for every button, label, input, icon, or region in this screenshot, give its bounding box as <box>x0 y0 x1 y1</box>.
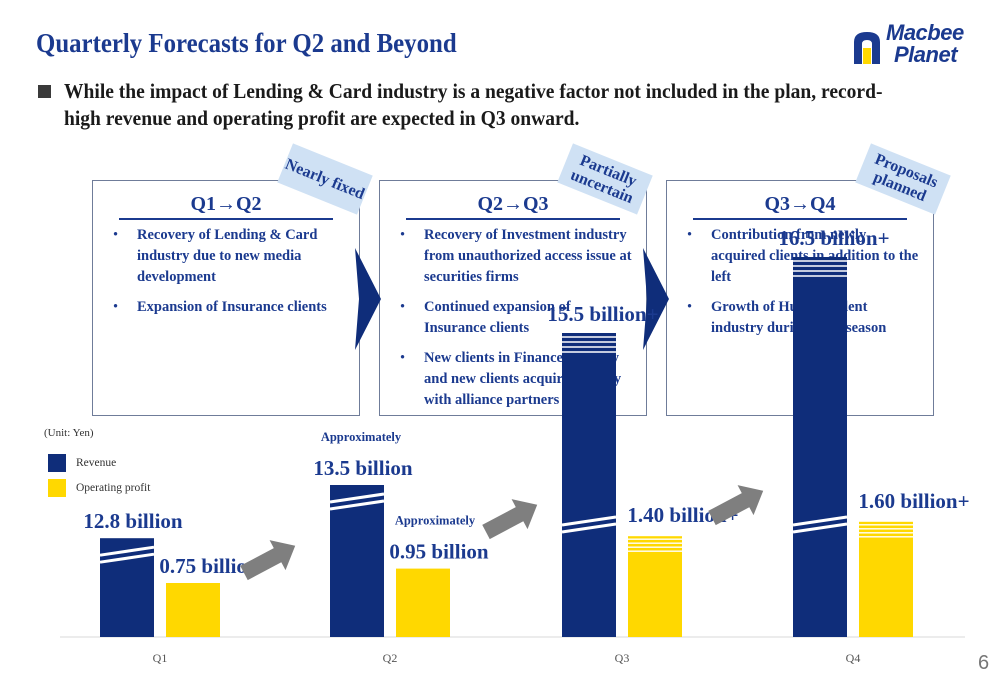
bar-break-mark <box>561 515 617 527</box>
data-label-profit: 0.95 billion <box>389 540 489 564</box>
bar-revenue <box>330 485 384 637</box>
tick-label: Q2 <box>383 651 398 665</box>
bar-break-mark <box>792 515 848 527</box>
legend-swatch-profit <box>48 479 66 497</box>
data-label-revenue: 12.8 billion <box>83 509 183 533</box>
bar-break-mark <box>792 522 848 534</box>
bar-break-mark <box>329 499 385 511</box>
growth-arrow-icon <box>708 485 764 526</box>
slide-title: Quarterly Forecasts for Q2 and Beyond <box>36 28 457 58</box>
box-q1-q2: Q1→Q2 Recovery of Lending & Card industr… <box>92 180 360 416</box>
list-item: New clients in Finance industry and new … <box>400 348 636 411</box>
data-label-profit: 0.75 billion <box>159 554 259 578</box>
legend-label-profit: Operating profit <box>76 482 151 494</box>
bar-break-mark <box>329 492 385 504</box>
list-item: Contribution from newly acquired clients… <box>687 225 923 288</box>
logo-mark-icon <box>854 32 880 64</box>
bar-revenue <box>100 538 154 637</box>
headline-bullet-icon <box>38 85 51 98</box>
bar-break-mark <box>99 545 155 557</box>
chart-unit-label: (Unit: Yen) <box>44 427 94 439</box>
box-q3-q4: Q3→Q4 Contribution from newly acquired c… <box>666 180 934 416</box>
growth-arrow-icon <box>240 540 296 581</box>
tick-label: Q1 <box>153 651 168 665</box>
data-label-profit: 1.60 billion+ <box>858 489 969 513</box>
bar-break-mark <box>99 552 155 564</box>
box-title: Q3→Q4 <box>693 193 907 220</box>
list-item: Growth of Human Talent industry during p… <box>687 297 923 339</box>
box-title: Q2→Q3 <box>406 193 620 220</box>
macbee-planet-logo: Macbee Planet <box>850 22 975 72</box>
headline-text: While the impact of Lending & Card indus… <box>64 79 883 130</box>
tick-label: Q4 <box>846 651 861 665</box>
bar-profit <box>166 583 220 637</box>
list-item: Expansion of Insurance clients <box>113 297 349 318</box>
page-number: 6 <box>978 652 990 674</box>
bar-break-mark <box>561 522 617 534</box>
approx-label-profit: Approximately <box>395 514 476 528</box>
tick-label: Q3 <box>615 651 630 665</box>
growth-arrow-icon <box>482 499 538 540</box>
bar-profit <box>396 568 450 637</box>
legend-label-revenue: Revenue <box>76 457 117 469</box>
list-item: Recovery of Investment industry from una… <box>400 225 636 288</box>
bar-profit <box>859 521 913 637</box>
list-item: Continued expansion of Insurance clients <box>400 297 636 339</box>
box-title: Q1→Q2 <box>119 193 333 220</box>
logo-text: Macbee Planet <box>886 20 964 67</box>
legend-swatch-revenue <box>48 454 66 472</box>
list-item: Recovery of Lending & Card industry due … <box>113 225 349 288</box>
bar-profit <box>628 536 682 637</box>
data-label-profit: 1.40 billion+ <box>627 503 738 527</box>
data-label-revenue: 13.5 billion <box>313 456 413 480</box>
approx-label-revenue: Approximately <box>321 430 402 444</box>
box-q2-q3: Q2→Q3 Recovery of Investment industry fr… <box>379 180 647 416</box>
chevron-right-icon <box>643 248 669 350</box>
chevron-right-icon <box>355 248 381 350</box>
